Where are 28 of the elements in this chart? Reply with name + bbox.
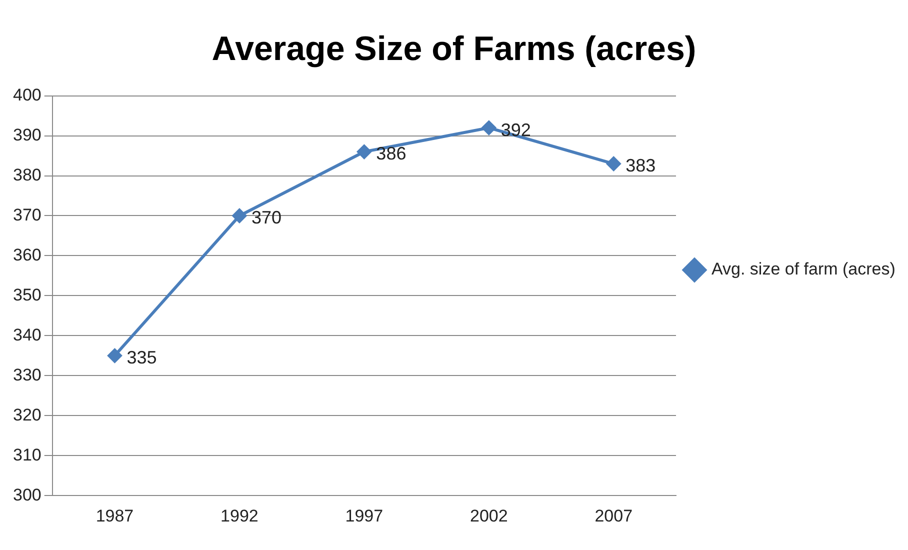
chart-title: Average Size of Farms (acres) xyxy=(212,30,696,68)
legend-label: Avg. size of farm (acres) xyxy=(712,260,896,279)
y-tick-label: 380 xyxy=(12,165,42,184)
x-tick-label: 2007 xyxy=(594,506,633,526)
point xyxy=(232,208,247,224)
x-tick-label: 1987 xyxy=(96,506,134,526)
y-tick-label: 390 xyxy=(12,125,42,144)
y-tick-label: 300 xyxy=(12,485,42,504)
point xyxy=(606,156,622,172)
y-tick-label: 330 xyxy=(12,365,42,384)
y-tick-label: 370 xyxy=(12,205,42,224)
x-tick-label: 1992 xyxy=(220,506,258,526)
x-tick-label: 1997 xyxy=(345,506,384,526)
data-label: 370 xyxy=(251,208,282,228)
y-tick-label: 350 xyxy=(12,285,42,304)
data-label: 335 xyxy=(126,348,157,368)
data-label: 392 xyxy=(500,120,531,140)
point xyxy=(107,348,122,364)
data-label: 383 xyxy=(626,156,656,176)
data-label: 386 xyxy=(376,144,406,164)
point xyxy=(481,120,496,136)
y-tick-label: 400 xyxy=(12,85,42,104)
y-tick-label: 320 xyxy=(12,405,42,424)
y-tick-label: 360 xyxy=(12,245,42,264)
y-tick-label: 340 xyxy=(12,325,42,344)
point xyxy=(356,144,372,160)
x-tick-label: 2002 xyxy=(470,506,508,526)
y-tick-label: 310 xyxy=(12,445,42,464)
